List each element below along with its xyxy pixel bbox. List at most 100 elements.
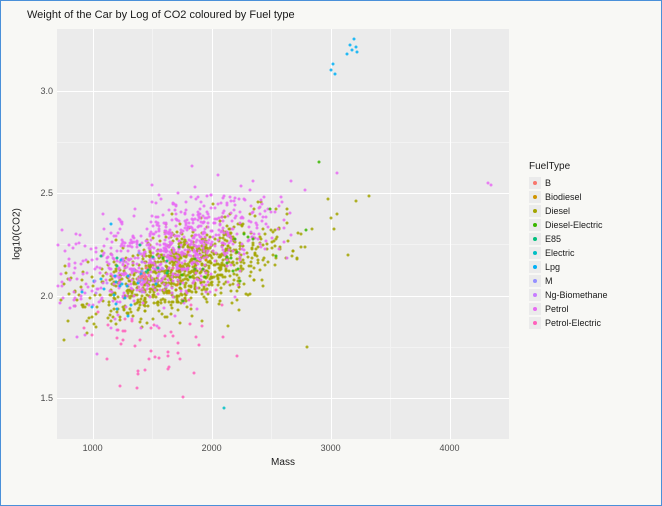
data-point	[243, 249, 246, 252]
data-point	[122, 339, 125, 342]
data-point	[236, 289, 239, 292]
data-point	[201, 215, 204, 218]
data-point	[138, 321, 141, 324]
data-point	[353, 38, 356, 41]
data-point	[216, 284, 219, 287]
data-point	[187, 251, 190, 254]
legend-item: Diesel-Electric	[529, 218, 608, 232]
data-point	[151, 276, 154, 279]
data-point	[225, 265, 228, 268]
data-point	[211, 275, 214, 278]
data-point	[259, 205, 262, 208]
legend-label: Diesel-Electric	[545, 220, 603, 230]
data-point	[175, 268, 178, 271]
data-point	[193, 218, 196, 221]
data-point	[227, 244, 230, 247]
data-point	[227, 242, 230, 245]
data-point	[93, 323, 96, 326]
data-point	[232, 200, 235, 203]
data-point	[80, 262, 83, 265]
data-point	[80, 279, 83, 282]
legend-label: Petrol-Electric	[545, 318, 601, 328]
data-point	[176, 192, 179, 195]
legend-swatch	[529, 205, 541, 217]
data-point	[189, 284, 192, 287]
data-point	[115, 250, 118, 253]
data-point	[91, 315, 94, 318]
legend-swatch	[529, 261, 541, 273]
data-point	[114, 270, 117, 273]
data-point	[210, 281, 213, 284]
data-point	[271, 236, 274, 239]
data-point	[207, 284, 210, 287]
data-point	[125, 261, 128, 264]
data-point	[154, 220, 157, 223]
data-point	[74, 261, 77, 264]
data-point	[194, 258, 197, 261]
data-point	[335, 171, 338, 174]
legend-item: Lpg	[529, 260, 608, 274]
data-point	[204, 283, 207, 286]
data-point	[273, 264, 276, 267]
data-point	[87, 261, 90, 264]
data-point	[83, 291, 86, 294]
data-point	[152, 233, 155, 236]
data-point	[159, 288, 162, 291]
data-point	[178, 240, 181, 243]
data-point	[199, 235, 202, 238]
data-point	[99, 255, 102, 258]
data-point	[168, 365, 171, 368]
data-point	[277, 247, 280, 250]
data-point	[108, 314, 111, 317]
data-point	[239, 259, 242, 262]
data-point	[73, 304, 76, 307]
data-point	[186, 292, 189, 295]
data-point	[113, 318, 116, 321]
data-point	[213, 245, 216, 248]
data-point	[259, 243, 262, 246]
data-point	[232, 270, 235, 273]
data-point	[151, 184, 154, 187]
data-point	[149, 235, 152, 238]
data-point	[235, 261, 238, 264]
data-point	[56, 244, 59, 247]
data-point	[238, 309, 241, 312]
data-point	[168, 258, 171, 261]
data-point	[84, 305, 87, 308]
data-point	[63, 249, 66, 252]
data-point	[121, 329, 124, 332]
legend-item: M	[529, 274, 608, 288]
data-point	[68, 278, 71, 281]
data-point	[263, 264, 266, 267]
data-point	[145, 267, 148, 270]
data-point	[141, 279, 144, 282]
data-point	[94, 247, 97, 250]
data-point	[234, 203, 237, 206]
legend-dot-icon	[533, 265, 537, 269]
data-point	[181, 230, 184, 233]
data-point	[149, 350, 152, 353]
data-point	[117, 276, 120, 279]
data-point	[119, 315, 122, 318]
data-point	[235, 233, 238, 236]
data-point	[252, 241, 255, 244]
data-point	[192, 280, 195, 283]
data-point	[258, 212, 261, 215]
data-point	[192, 222, 195, 225]
data-point	[114, 275, 117, 278]
data-point	[150, 215, 153, 218]
data-point	[157, 229, 160, 232]
data-point	[79, 233, 82, 236]
data-point	[262, 284, 265, 287]
data-point	[173, 315, 176, 318]
data-point	[183, 268, 186, 271]
data-point	[199, 212, 202, 215]
data-point	[94, 267, 97, 270]
data-point	[195, 272, 198, 275]
data-point	[115, 264, 118, 267]
data-point	[147, 261, 150, 264]
data-point	[183, 213, 186, 216]
data-point	[254, 214, 257, 217]
data-point	[63, 264, 66, 267]
data-point	[203, 276, 206, 279]
